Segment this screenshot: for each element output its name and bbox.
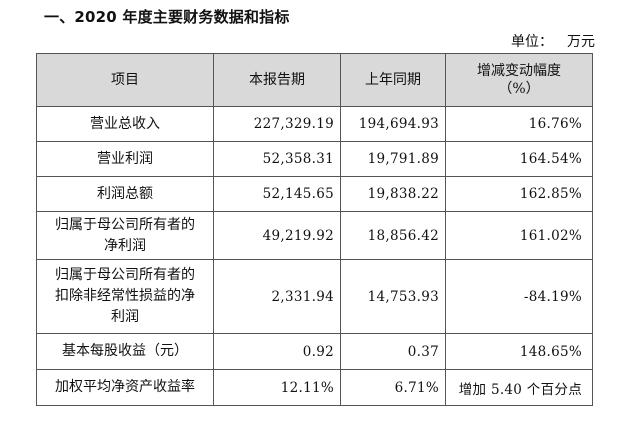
row-current: 52,145.65	[213, 176, 341, 212]
row-prior: 0.37	[340, 333, 446, 370]
row-current: 2,331.94	[213, 259, 341, 334]
row-change: 增加 5.40 个百分点	[445, 369, 593, 406]
row-change: 148.65%	[445, 333, 593, 370]
row-prior: 6.71%	[340, 369, 446, 406]
table-row: 营业利润 52,358.31 19,791.89 164.54%	[36, 141, 593, 177]
table-row: 利润总额 52,145.65 19,838.22 162.85%	[36, 176, 593, 212]
row-change: 16.76%	[445, 106, 593, 142]
row-change: 164.54%	[445, 141, 593, 177]
table-row: 归属于母公司所有者的 净利润 49,219.92 18,856.42 161.0…	[36, 211, 593, 260]
header-current-period: 本报告期	[213, 53, 341, 107]
header-prior-period: 上年同期	[340, 53, 446, 107]
row-metric: 营业利润	[36, 141, 214, 177]
metric-line: 净利润	[104, 237, 146, 254]
header-item: 项目	[36, 53, 214, 107]
row-current: 12.11%	[213, 369, 341, 406]
row-metric: 基本每股收益（元）	[36, 333, 214, 370]
row-metric: 利润总额	[36, 176, 214, 212]
metric-line: 扣除非经常性损益的净	[55, 288, 195, 304]
row-metric: 归属于母公司所有者的 扣除非经常性损益的净 利润	[36, 259, 214, 334]
table-row: 加权平均净资产收益率 12.11% 6.71% 增加 5.40 个百分点	[36, 369, 593, 406]
row-current: 0.92	[213, 333, 341, 370]
unit-note: 单位： 万元	[511, 33, 595, 51]
row-change: -84.19%	[445, 259, 593, 334]
row-prior: 19,791.89	[340, 141, 446, 177]
row-current: 227,329.19	[213, 106, 341, 142]
row-metric: 归属于母公司所有者的 净利润	[36, 211, 214, 260]
metric-line: 营业总收入	[90, 115, 160, 132]
unit-label: 单位：	[511, 34, 553, 50]
row-current: 52,358.31	[213, 141, 341, 177]
metric-line: 归属于母公司所有者的	[55, 216, 195, 233]
metric-line: 利润总额	[97, 185, 153, 202]
row-metric: 加权平均净资产收益率	[36, 369, 214, 406]
row-prior: 194,694.93	[340, 106, 446, 142]
metric-line: 利润	[111, 309, 139, 325]
row-current: 49,219.92	[213, 211, 341, 260]
header-change-rate-unit: （%）	[498, 81, 540, 97]
metric-line: 加权平均净资产收益率	[55, 379, 195, 395]
table-row: 营业总收入 227,329.19 194,694.93 16.76%	[36, 106, 593, 142]
unit-value: 万元	[567, 34, 595, 50]
row-change: 161.02%	[445, 211, 593, 260]
table-row: 归属于母公司所有者的 扣除非经常性损益的净 利润 2,331.94 14,753…	[36, 259, 593, 334]
table-header-row: 项目 本报告期 上年同期 增减变动幅度 （%）	[36, 53, 593, 107]
row-metric: 营业总收入	[36, 106, 214, 142]
row-prior: 19,838.22	[340, 176, 446, 212]
metric-line: 基本每股收益（元）	[62, 343, 188, 359]
metric-line: 归属于母公司所有者的	[55, 267, 195, 283]
header-change-rate: 增减变动幅度 （%）	[445, 53, 593, 107]
row-change: 162.85%	[445, 176, 593, 212]
metric-line: 营业利润	[97, 150, 153, 167]
row-prior: 14,753.93	[340, 259, 446, 334]
table-row: 基本每股收益（元） 0.92 0.37 148.65%	[36, 333, 593, 370]
financial-data-table: 项目 本报告期 上年同期 增减变动幅度 （%） 营业总收入 227,329.19…	[36, 53, 593, 406]
section-heading: 一、2020 年度主要财务数据和指标	[44, 8, 290, 26]
header-change-rate-label: 增减变动幅度	[477, 63, 561, 79]
row-prior: 18,856.42	[340, 211, 446, 260]
